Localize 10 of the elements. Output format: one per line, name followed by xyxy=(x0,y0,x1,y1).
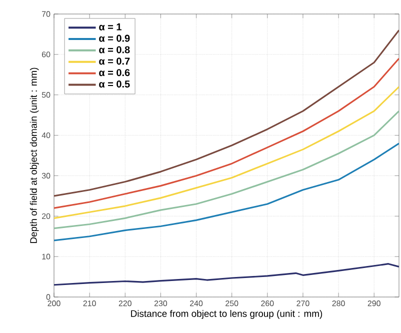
legend-label: α = 0.7 xyxy=(99,58,130,65)
legend-label: α = 0.5 xyxy=(99,80,130,88)
legend-label: α = 1 xyxy=(99,23,122,30)
y-axis-title: Depth of field at object domain (unit : mm) xyxy=(30,68,39,244)
line-series xyxy=(54,58,399,209)
line-series xyxy=(54,263,399,286)
legend-label: α = 0.6 xyxy=(99,69,130,76)
legend-label: α = 0.8 xyxy=(99,46,130,54)
x-axis-title: Distance from object to lens group (unit : mm) xyxy=(131,310,322,319)
legend-label: α = 0.9 xyxy=(99,34,130,42)
